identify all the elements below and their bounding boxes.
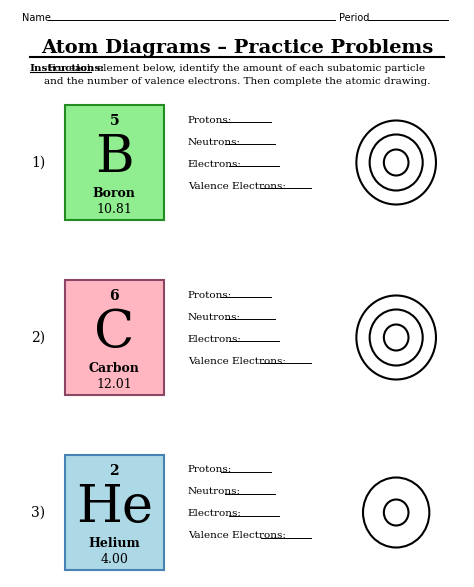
Text: Protons:: Protons: — [188, 291, 232, 299]
Text: Valence Electrons:: Valence Electrons: — [188, 181, 286, 191]
Text: Neutrons:: Neutrons: — [188, 137, 241, 147]
Text: 2: 2 — [109, 464, 119, 478]
Text: Helium: Helium — [89, 537, 140, 550]
Text: Protons:: Protons: — [188, 465, 232, 474]
FancyBboxPatch shape — [64, 280, 164, 395]
Text: B: B — [95, 133, 134, 183]
Text: 1): 1) — [31, 156, 46, 170]
Text: Period: Period — [339, 13, 370, 23]
Text: Neutrons:: Neutrons: — [188, 487, 241, 497]
Text: 2): 2) — [31, 330, 46, 345]
Text: Name: Name — [22, 13, 51, 23]
FancyBboxPatch shape — [64, 455, 164, 570]
Text: Valence Electrons:: Valence Electrons: — [188, 531, 286, 541]
Text: Valence Electrons:: Valence Electrons: — [188, 356, 286, 366]
Text: Carbon: Carbon — [89, 362, 140, 375]
Text: 10.81: 10.81 — [96, 203, 132, 216]
Text: 4.00: 4.00 — [100, 553, 128, 566]
Text: Atom Diagrams – Practice Problems: Atom Diagrams – Practice Problems — [41, 39, 433, 57]
Text: C: C — [94, 308, 135, 359]
Text: Instructions:: Instructions: — [29, 63, 105, 73]
Text: 12.01: 12.01 — [96, 378, 132, 391]
Text: Boron: Boron — [93, 187, 136, 200]
Text: 5: 5 — [109, 114, 119, 128]
Text: Electrons:: Electrons: — [188, 335, 242, 343]
Text: 3): 3) — [31, 505, 46, 519]
Text: Protons:: Protons: — [188, 116, 232, 124]
Text: Neutrons:: Neutrons: — [188, 312, 241, 322]
Text: 6: 6 — [109, 289, 119, 303]
Text: He: He — [76, 483, 153, 534]
Text: Electrons:: Electrons: — [188, 510, 242, 518]
FancyBboxPatch shape — [64, 105, 164, 220]
Text: Electrons:: Electrons: — [188, 160, 242, 168]
Text: For each element below, identify the amount of each subatomic particle
and the n: For each element below, identify the amo… — [44, 64, 430, 86]
